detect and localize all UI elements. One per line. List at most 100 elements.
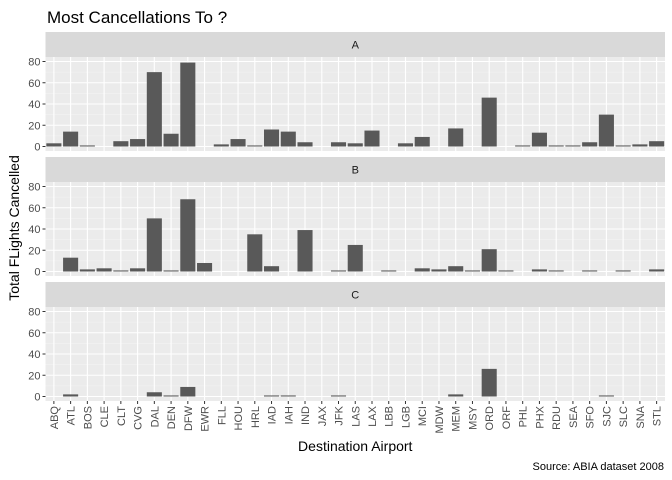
x-axis-title: Destination Airport	[298, 438, 413, 454]
bar-A-CLT	[113, 141, 129, 147]
x-tick-label: ATL	[66, 406, 78, 425]
bar-A-DEN	[163, 133, 179, 147]
bar-A-RDU	[548, 145, 564, 147]
y-tick-label: 0	[34, 267, 40, 279]
x-tick-label: LBB	[384, 406, 396, 427]
x-tick-label: HOU	[233, 406, 245, 431]
x-tick-label: LGB	[400, 406, 412, 428]
bar-C-JFK	[330, 395, 347, 397]
bar-B-DFW	[180, 199, 196, 272]
y-tick-label: 20	[28, 245, 40, 257]
x-tick-label: ORD	[484, 406, 496, 431]
x-tick-label: LAS	[350, 406, 362, 427]
bar-B-LAS	[347, 244, 363, 272]
bar-A-IAH	[280, 131, 296, 147]
bar-C-ORD	[481, 368, 497, 397]
x-tick-label: MCI	[417, 406, 429, 426]
x-tick-label: ABQ	[49, 406, 61, 430]
bar-B-EWR	[197, 263, 213, 272]
y-axis-title: Total FLights Cancelled	[6, 155, 22, 301]
x-tick-label: MSY	[467, 405, 479, 430]
chart-title: Most Cancellations To ?	[47, 8, 227, 27]
bar-A-ATL	[63, 131, 79, 147]
y-tick-label: 0	[34, 142, 40, 154]
x-tick-label: SLC	[618, 406, 630, 427]
x-tick-label: CLT	[116, 406, 128, 426]
bar-A-JFK	[330, 142, 347, 147]
y-tick-label: 20	[28, 370, 40, 382]
bar-B-IAD	[263, 266, 280, 272]
y-tick-label: 0	[34, 392, 40, 404]
x-tick-label: IAD	[267, 406, 279, 424]
x-tick-label: HRL	[250, 406, 262, 428]
bar-A-ABQ	[46, 143, 62, 147]
bar-C-IAH	[280, 395, 296, 397]
x-tick-label: DFW	[183, 405, 195, 431]
bar-A-HOU	[230, 139, 246, 147]
bar-C-SJC	[598, 395, 614, 397]
bar-C-DAL	[146, 392, 162, 397]
y-tick-label: 40	[28, 349, 40, 361]
bar-A-MEM	[448, 128, 464, 147]
bar-A-PHX	[531, 132, 547, 147]
bar-B-DAL	[146, 218, 162, 272]
bar-B-CLE	[96, 268, 112, 272]
bar-A-SJC	[598, 114, 614, 147]
bar-B-MCI	[414, 268, 430, 272]
bar-A-ORD	[481, 97, 497, 147]
x-tick-label: CVG	[133, 406, 145, 430]
bar-A-SLC	[615, 145, 631, 147]
x-tick-label: SNA	[635, 405, 647, 428]
bar-B-JFK	[330, 270, 347, 272]
bar-B-SLC	[615, 270, 631, 272]
bar-A-SNA	[632, 144, 648, 147]
bar-A-DFW	[180, 62, 196, 147]
bar-A-DAL	[146, 72, 162, 147]
y-tick-label: 80	[28, 307, 40, 319]
x-tick-label: IND	[300, 406, 312, 425]
bar-B-MEM	[448, 266, 464, 272]
x-tick-label: RDU	[551, 406, 563, 430]
y-tick-label: 60	[28, 203, 40, 215]
x-tick-label: MDW	[434, 405, 446, 433]
x-tick-label: EWR	[200, 406, 212, 432]
bar-C-ATL	[63, 394, 79, 397]
bar-A-LAX	[364, 130, 380, 147]
y-tick-label: 80	[28, 57, 40, 69]
bar-A-MCI	[414, 136, 430, 147]
x-tick-label: JFK	[334, 405, 346, 425]
bar-A-LAS	[347, 143, 363, 147]
x-tick-label: SJC	[601, 406, 613, 427]
bar-B-MDW	[431, 269, 447, 272]
y-tick-label: 40	[28, 224, 40, 236]
bar-B-HRL	[247, 234, 263, 272]
bar-C-IAD	[263, 395, 280, 397]
bar-B-ORD	[481, 249, 497, 272]
x-tick-label: PHX	[534, 405, 546, 428]
facet-label: C	[351, 290, 359, 302]
bar-B-CLT	[113, 270, 129, 272]
x-tick-label: PHL	[518, 406, 530, 427]
x-tick-label: MEM	[451, 406, 463, 432]
bar-A-SEA	[565, 145, 581, 147]
bar-C-DFW	[180, 386, 196, 397]
bar-A-SFO	[582, 142, 598, 147]
chart-caption: Source: ABIA dataset 2008	[533, 461, 664, 473]
bar-A-CVG	[130, 139, 146, 147]
bar-B-STL	[649, 269, 665, 272]
bar-A-IAD	[263, 129, 280, 147]
y-tick-label: 20	[28, 120, 40, 132]
facet-label: A	[352, 40, 360, 52]
bar-B-LBB	[381, 270, 397, 272]
y-tick-label: 60	[28, 78, 40, 90]
bar-A-PHL	[515, 145, 531, 147]
bar-A-BOS	[79, 145, 95, 147]
bar-B-MSY	[464, 270, 480, 272]
y-tick-label: 80	[28, 182, 40, 194]
x-tick-label: ORF	[501, 406, 513, 430]
facet-strip	[45, 282, 665, 307]
y-tick-label: 40	[28, 99, 40, 111]
facet-strip	[45, 157, 665, 182]
